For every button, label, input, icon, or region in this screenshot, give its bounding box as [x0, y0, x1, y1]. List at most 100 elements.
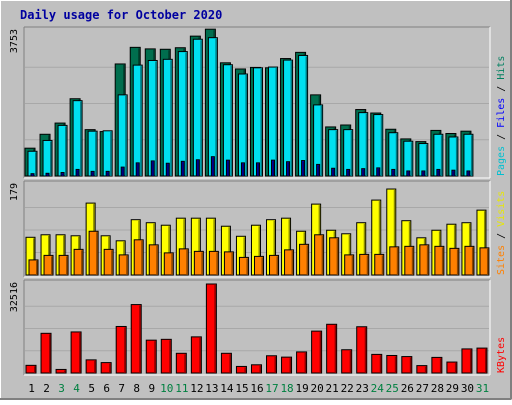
x-tick-label: 31	[476, 382, 489, 395]
bar-sites	[178, 248, 189, 276]
bar-sites	[163, 252, 174, 276]
x-tick-label: 29	[446, 382, 459, 395]
x-tick-label: 4	[73, 382, 80, 395]
x-tick-label: 30	[461, 382, 474, 395]
bar-kbytes	[55, 368, 67, 374]
bar-files	[192, 38, 203, 177]
bar-sites	[223, 251, 234, 276]
bar-pages	[60, 172, 65, 177]
bar-files	[463, 133, 474, 177]
bar-files	[147, 59, 158, 177]
bar-kbytes	[371, 353, 383, 374]
x-tick-label: 18	[280, 382, 293, 395]
bar-sites	[133, 239, 144, 276]
bar-pages	[240, 162, 245, 177]
bar-sites	[284, 249, 295, 276]
bar-kbytes	[160, 338, 172, 374]
bar-kbytes	[100, 362, 112, 374]
bar-pages	[436, 168, 441, 177]
bar-sites	[238, 256, 249, 276]
x-tick-label: 22	[341, 382, 354, 395]
bar-sites	[449, 247, 460, 276]
bar-files	[252, 67, 263, 177]
bar-kbytes	[40, 332, 52, 374]
x-tick-label: 3	[58, 382, 65, 395]
bar-pages	[286, 161, 291, 177]
bar-pages	[135, 162, 140, 177]
bar-pages	[331, 167, 336, 177]
bar-kbytes	[401, 356, 413, 374]
x-tick-label: 13	[205, 382, 218, 395]
bar-files	[283, 59, 294, 177]
bar-pages	[75, 168, 80, 177]
x-tick-label: 25	[386, 382, 399, 395]
bar-kbytes	[25, 364, 37, 374]
bar-pages	[150, 160, 155, 177]
bar-kbytes	[296, 351, 308, 374]
x-tick-label: 8	[133, 382, 140, 395]
bar-sites	[389, 246, 400, 276]
bar-pages	[210, 156, 215, 177]
bar-kbytes	[386, 354, 398, 374]
bar-pages	[255, 162, 260, 177]
bar-kbytes	[145, 339, 157, 374]
bar-kbytes	[416, 365, 428, 374]
bar-sites	[58, 254, 69, 276]
chart-title: Daily usage for October 2020	[20, 8, 222, 22]
plot-area	[24, 280, 490, 375]
bar-files	[57, 124, 68, 177]
x-tick-label: 6	[103, 382, 110, 395]
bar-pages	[225, 159, 230, 177]
series-label-part: /	[496, 80, 507, 98]
bar-files	[358, 112, 369, 177]
bar-kbytes	[115, 325, 127, 374]
x-tick-label: 1	[28, 382, 35, 395]
x-tick-label: 7	[118, 382, 125, 395]
panel-hits-files-pages: 3753 Pages / Files / Hits	[9, 26, 507, 179]
bar-sites	[419, 244, 430, 276]
bar-files	[237, 73, 248, 177]
bar-files	[27, 150, 38, 177]
bar-sites	[118, 254, 129, 276]
bar-pages	[45, 172, 50, 177]
bar-kbytes	[190, 336, 202, 374]
bar-kbytes	[175, 352, 187, 374]
bar-kbytes	[326, 323, 338, 374]
y-axis-series-label: Pages / Files / Hits	[496, 56, 507, 176]
bar-kbytes	[476, 347, 488, 374]
y-max-label: 3753	[9, 29, 20, 53]
x-tick-label: 17	[265, 382, 278, 395]
x-tick-label: 24	[371, 382, 385, 395]
bar-pages	[421, 170, 426, 177]
bar-pages	[195, 159, 200, 177]
x-tick-label: 11	[175, 382, 188, 395]
bar-pages	[466, 170, 471, 177]
bar-kbytes	[341, 349, 353, 374]
bar-kbytes	[461, 348, 473, 374]
bar-pages	[120, 166, 125, 177]
bar-sites	[88, 230, 99, 276]
bar-pages	[316, 163, 321, 177]
bar-files	[132, 64, 143, 177]
bar-pages	[451, 169, 456, 177]
bar-pages	[391, 168, 396, 177]
bar-kbytes	[70, 331, 82, 374]
bar-sites	[374, 253, 385, 276]
x-tick-label: 5	[88, 382, 95, 395]
bar-sites	[299, 243, 310, 276]
bar-kbytes	[446, 361, 458, 374]
bar-kbytes	[85, 359, 97, 374]
bar-kbytes	[205, 283, 217, 374]
bar-kbytes	[311, 330, 323, 374]
x-tick-label: 16	[250, 382, 263, 395]
y-axis-series-label: KBytes	[496, 337, 507, 373]
bar-kbytes	[281, 356, 293, 374]
bar-pages	[361, 168, 366, 177]
series-label-part: /	[496, 227, 507, 245]
bar-sites	[208, 250, 219, 276]
bar-sites	[404, 245, 415, 276]
bar-pages	[301, 160, 306, 177]
x-tick-label: 12	[190, 382, 203, 395]
